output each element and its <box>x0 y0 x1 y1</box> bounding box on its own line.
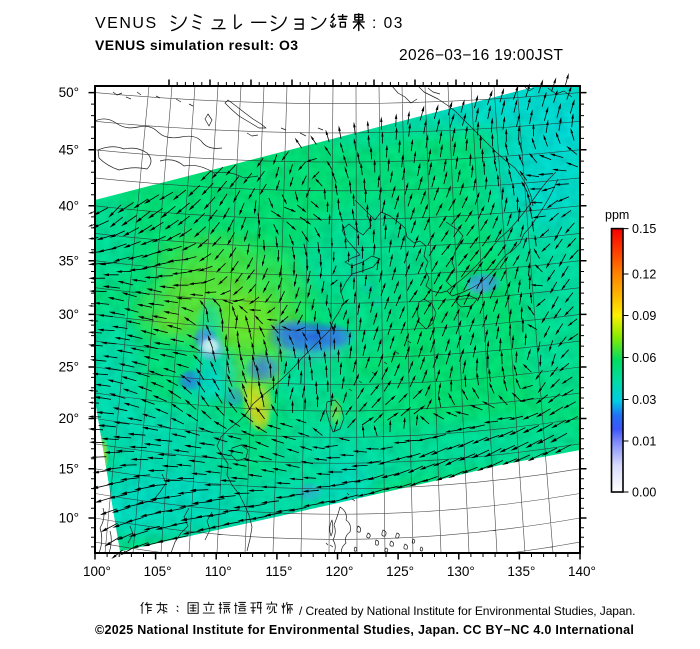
svg-text:115°: 115° <box>265 564 292 579</box>
svg-text:0.09: 0.09 <box>632 309 656 323</box>
svg-text:0.12: 0.12 <box>632 268 656 282</box>
svg-text:110°: 110° <box>205 564 232 579</box>
svg-text:120°: 120° <box>326 564 354 579</box>
svg-text:20°: 20° <box>59 411 79 426</box>
svg-text:140°: 140° <box>568 564 596 579</box>
svg-text:105°: 105° <box>144 564 172 579</box>
svg-text:0.03: 0.03 <box>632 393 656 407</box>
svg-text:0.00: 0.00 <box>632 486 656 500</box>
svg-text:40°: 40° <box>59 198 79 213</box>
svg-text:10°: 10° <box>59 511 79 526</box>
svg-text:0.01: 0.01 <box>632 435 656 449</box>
svg-text:45°: 45° <box>59 142 79 157</box>
svg-text:0.06: 0.06 <box>632 351 656 365</box>
svg-text:0.15: 0.15 <box>632 222 656 236</box>
svg-text:135°: 135° <box>507 564 535 579</box>
svg-text:50°: 50° <box>59 85 79 100</box>
svg-text:125°: 125° <box>386 564 414 579</box>
svg-text:25°: 25° <box>59 360 79 375</box>
svg-text:ppm: ppm <box>605 208 629 222</box>
svg-text:30°: 30° <box>59 307 79 322</box>
svg-text:130°: 130° <box>447 564 475 579</box>
svg-text:35°: 35° <box>59 253 79 268</box>
svg-text:15°: 15° <box>59 461 79 476</box>
svg-text:100°: 100° <box>83 564 111 579</box>
